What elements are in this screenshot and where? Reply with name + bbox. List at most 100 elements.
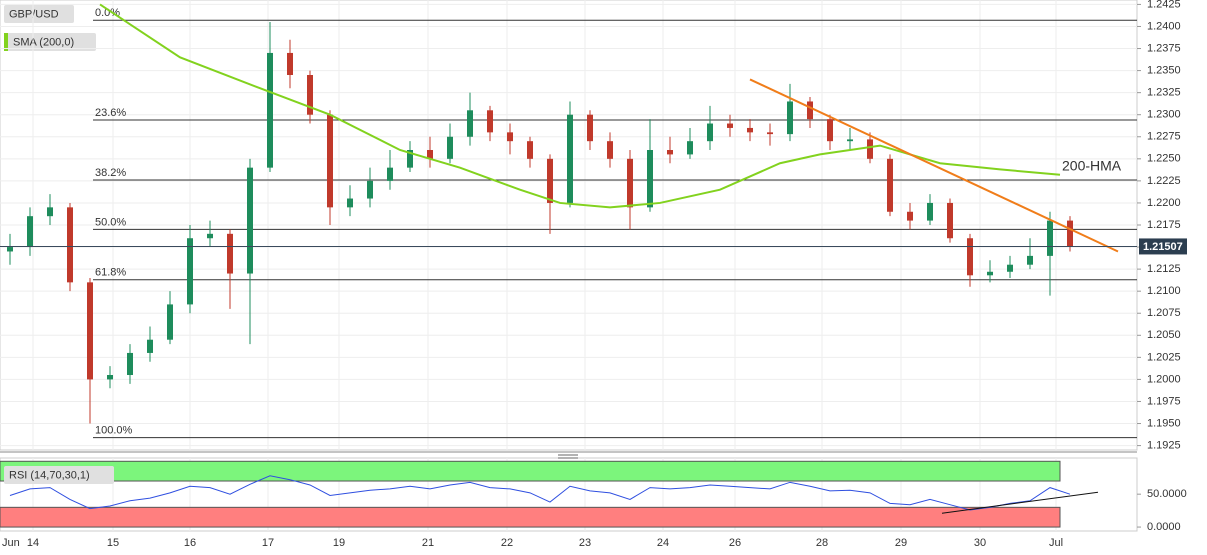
candle-body <box>947 202 953 239</box>
candle-body <box>1067 220 1073 247</box>
y-tick-label: 1.2325 <box>1147 87 1181 99</box>
trendline <box>749 78 1119 253</box>
y-tick-label: 0.0000 <box>1147 521 1181 533</box>
indicator-swatch <box>4 33 8 51</box>
candle-body <box>87 282 93 380</box>
candle-body <box>587 114 593 142</box>
candle-body <box>487 110 493 133</box>
y-tick-label: 1.1950 <box>1147 417 1181 429</box>
y-tick-label: 1.2025 <box>1147 351 1181 363</box>
candle-body <box>347 198 353 208</box>
y-tick-label: 1.2200 <box>1147 197 1181 209</box>
y-tick-label: 1.2125 <box>1147 263 1181 275</box>
candle-body <box>147 339 153 353</box>
sma-annotation: 200-HMA <box>1062 157 1122 173</box>
x-tick-label: 30 <box>974 537 986 549</box>
x-tick-label: 26 <box>729 537 741 549</box>
y-tick-label: 1.2300 <box>1147 109 1181 121</box>
candle-body <box>987 271 993 276</box>
candle-body <box>767 132 773 135</box>
x-tick-label: 21 <box>422 537 434 549</box>
candle-body <box>367 180 373 199</box>
candle-body <box>907 211 913 221</box>
fib-label: 23.6% <box>95 107 126 119</box>
fib-label: 38.2% <box>95 167 126 179</box>
candle-body <box>387 167 393 181</box>
candle-body <box>627 158 633 208</box>
candle-body <box>1047 220 1053 256</box>
x-tick-label: 14 <box>27 537 39 549</box>
candle-body <box>547 158 553 203</box>
last-price-box <box>1139 238 1187 255</box>
candle-body <box>807 101 813 120</box>
y-tick-label: 1.1975 <box>1147 395 1181 407</box>
y-tick-label: 1.2425 <box>1147 0 1181 10</box>
x-tick-label: 29 <box>895 537 907 549</box>
x-tick-label: 17 <box>262 537 274 549</box>
candle-body <box>507 132 513 142</box>
y-tick-label: 1.2375 <box>1147 42 1181 54</box>
candle-body <box>67 207 73 283</box>
y-tick-label: 1.2400 <box>1147 20 1181 32</box>
candle-body <box>867 139 873 159</box>
candle-body <box>407 150 413 168</box>
candle-body <box>187 238 193 305</box>
candle-body <box>447 136 453 159</box>
candle-body <box>827 119 833 142</box>
candle-body <box>107 375 113 380</box>
last-price-label: 1.21507 <box>1143 241 1183 253</box>
indicator-label: SMA (200,0) <box>13 36 74 48</box>
x-tick-label: Jul <box>1049 537 1063 549</box>
candle-body <box>47 207 53 217</box>
candle-body <box>927 202 933 221</box>
y-tick-label: 50.0000 <box>1147 488 1187 500</box>
candle-body <box>1007 264 1013 272</box>
rsi-line <box>9 475 1071 511</box>
rsi-overbought <box>0 460 1061 482</box>
y-tick-label: 1.2075 <box>1147 307 1181 319</box>
candle-body <box>667 150 673 155</box>
y-tick-label: 1.2050 <box>1147 329 1181 341</box>
fib-label: 0.0% <box>95 7 120 19</box>
sma-line <box>99 3 1061 209</box>
fib-label: 100.0% <box>95 425 133 437</box>
candle-body <box>27 216 33 248</box>
candle-body <box>427 150 433 159</box>
fib-label: 61.8% <box>95 267 126 279</box>
x-tick-label: 15 <box>107 537 119 549</box>
y-tick-label: 1.2000 <box>1147 373 1181 385</box>
candle-body <box>327 114 333 208</box>
rsi-trendline <box>941 491 1099 514</box>
candle-body <box>967 238 973 276</box>
y-tick-label: 1.1925 <box>1147 439 1181 451</box>
rsi-title-box <box>4 466 114 484</box>
x-tick-label: 24 <box>657 537 669 549</box>
x-tick-label: 19 <box>333 537 345 549</box>
fib-label: 50.0% <box>95 216 126 228</box>
candle-body <box>647 150 653 208</box>
y-tick-label: 1.2175 <box>1147 219 1181 231</box>
y-tick-label: 1.2225 <box>1147 175 1181 187</box>
candle-body <box>747 127 753 133</box>
rsi-title: RSI (14,70,30,1) <box>9 469 90 481</box>
candle-body <box>567 114 573 203</box>
candle-body <box>127 352 133 375</box>
candle-body <box>787 101 793 135</box>
resize-handle[interactable] <box>558 454 578 459</box>
candle-body <box>887 158 893 212</box>
y-tick-label: 1.2100 <box>1147 285 1181 297</box>
candle-body <box>207 233 213 239</box>
candle-body <box>247 167 253 274</box>
y-tick-label: 1.2250 <box>1147 153 1181 165</box>
candle-body <box>1027 255 1033 265</box>
symbol-box <box>4 5 74 23</box>
candle-body <box>287 52 293 75</box>
x-tick-label: 23 <box>579 537 591 549</box>
candle-body <box>707 123 713 142</box>
candle-body <box>687 141 693 155</box>
y-tick-label: 1.2275 <box>1147 131 1181 143</box>
x-tick-label: 22 <box>501 537 513 549</box>
rsi-oversold <box>0 506 1061 528</box>
